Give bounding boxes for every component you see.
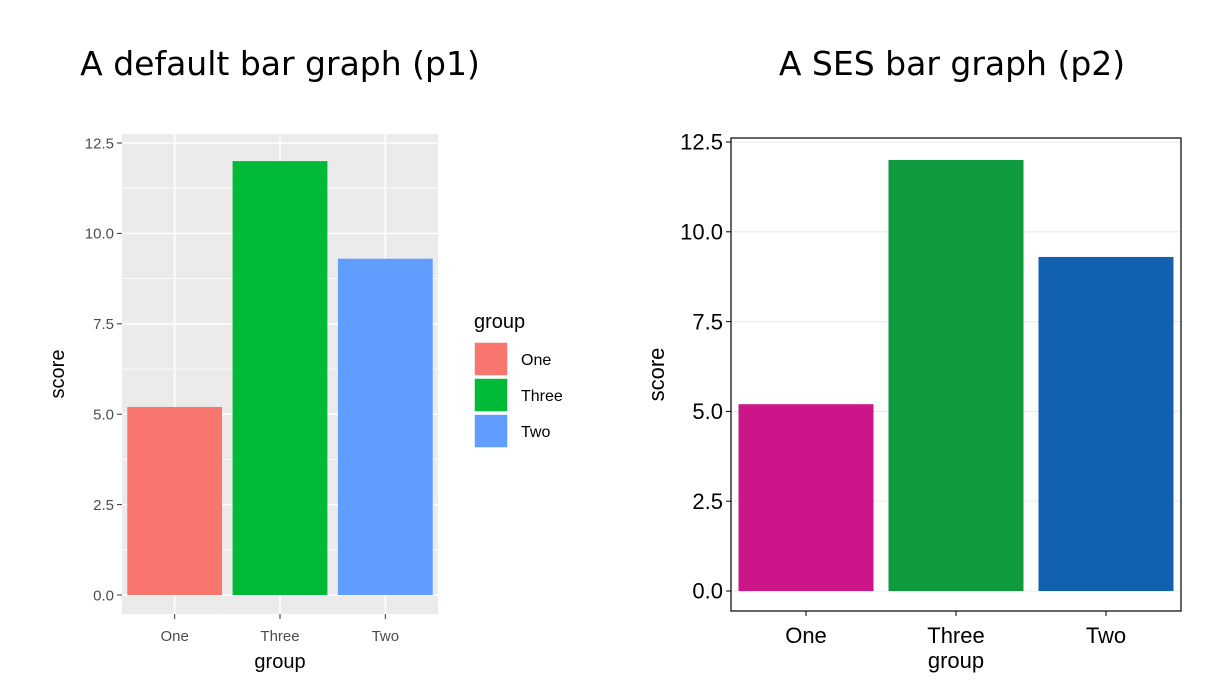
legend-key-two [473, 413, 509, 449]
legend-key-three [473, 377, 509, 413]
legend-key-one [473, 341, 509, 377]
chart1-legend: group One Three Two [473, 311, 563, 449]
y-tick-label: 10.0 [85, 226, 114, 243]
legend-label: Three [521, 388, 563, 405]
legend-label: Two [521, 424, 550, 441]
y-tick-label: 0.0 [93, 587, 114, 604]
ses-bar-chart: 0.0 2.5 5.0 7.5 10.0 12.5 One Three Two score gr… [644, 130, 1182, 673]
y-tick-label: 0.0 [692, 579, 723, 604]
x-tick-label: Three [260, 628, 299, 645]
y-tick-label: 12.5 [85, 135, 114, 152]
chart1-axes: 0.0 2.5 5.0 7.5 10.0 12.5 One Three Two [85, 135, 399, 645]
chart2-x-axis-title: group [928, 648, 984, 673]
chart2-y-axis-title: score [644, 348, 669, 402]
bar-one [127, 406, 223, 595]
x-tick-label: Two [1086, 623, 1126, 648]
y-tick-label: 7.5 [692, 309, 723, 334]
y-tick-label: 7.5 [93, 316, 114, 333]
legend-label: One [521, 352, 551, 369]
y-tick-label: 12.5 [680, 130, 723, 155]
bar-two [337, 258, 433, 595]
y-tick-label: 5.0 [93, 406, 114, 423]
bar-two [1038, 256, 1174, 591]
y-tick-label: 2.5 [692, 489, 723, 514]
chart1-bars [127, 161, 433, 595]
bar-one [738, 404, 874, 591]
y-tick-label: 2.5 [93, 497, 114, 514]
y-tick-label: 5.0 [692, 399, 723, 424]
x-tick-label: One [160, 628, 188, 645]
bar-three [888, 159, 1024, 591]
chart2-axes: 0.0 2.5 5.0 7.5 10.0 12.5 One Three Two [680, 130, 1126, 648]
legend-title: group [474, 311, 525, 333]
bar-three [232, 161, 328, 595]
x-tick-label: One [785, 623, 827, 648]
default-bar-chart: 0.0 2.5 5.0 7.5 10.0 12.5 One Three Two score gr… [47, 134, 563, 673]
right-chart-heading: A SES bar graph (p2) [779, 44, 1125, 83]
chart1-x-axis-title: group [254, 651, 305, 673]
x-tick-label: Three [927, 623, 984, 648]
chart2-bars [738, 159, 1174, 591]
left-chart-heading: A default bar graph (p1) [80, 44, 480, 83]
x-tick-label: Two [372, 628, 400, 645]
chart1-y-axis-title: score [47, 350, 69, 399]
y-tick-label: 10.0 [680, 220, 723, 245]
